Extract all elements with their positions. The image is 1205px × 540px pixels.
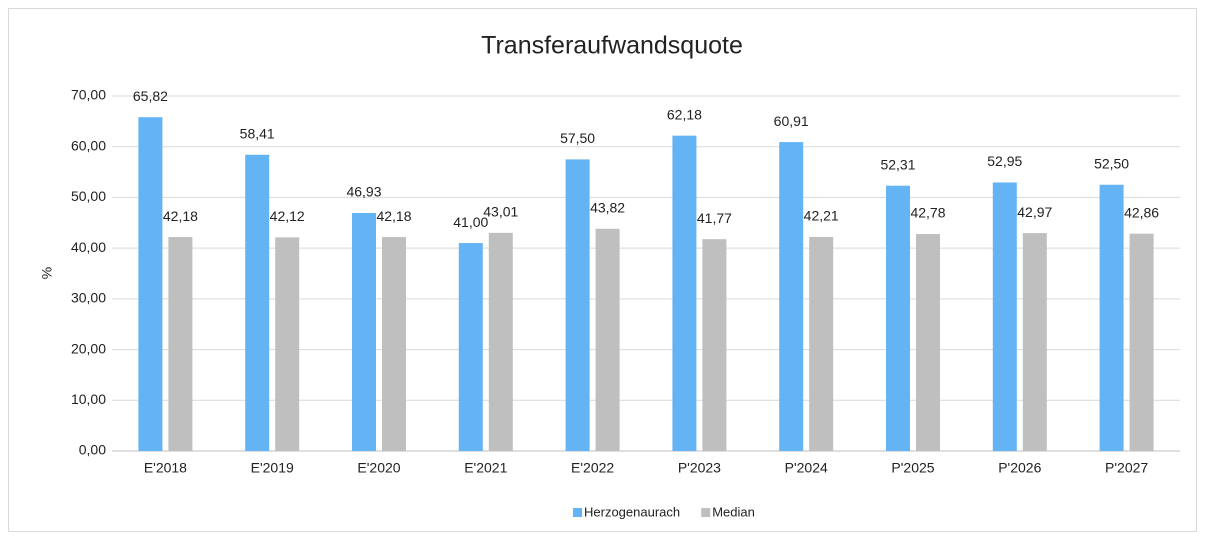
x-tick-label: P'2027: [1105, 460, 1148, 476]
value-label: 57,50: [560, 130, 595, 146]
value-label: 41,00: [453, 214, 488, 230]
legend-label: Median: [712, 504, 755, 519]
x-tick-label: P'2026: [998, 460, 1041, 476]
bar: [886, 185, 910, 452]
bar: [1099, 184, 1124, 451]
bar: [595, 228, 620, 451]
legend-swatch: [701, 508, 711, 517]
value-label: 41,77: [697, 210, 732, 226]
y-axis-label: %: [39, 267, 55, 279]
value-label: 42,97: [1017, 204, 1052, 220]
bar: [702, 239, 727, 451]
value-label: 52,31: [880, 156, 915, 172]
y-tick-label: 70,00: [71, 87, 106, 103]
value-label: 65,82: [133, 88, 168, 104]
bar: [916, 234, 940, 451]
y-tick-label: 50,00: [71, 188, 106, 204]
bar: [1129, 233, 1154, 451]
x-tick-label: E'2021: [464, 460, 507, 476]
x-tick-label: E'2019: [251, 460, 294, 476]
bar: [275, 237, 300, 451]
bar: [1022, 233, 1047, 451]
bar: [488, 232, 513, 451]
value-label: 52,50: [1094, 155, 1129, 171]
legend-label: Herzogenaurach: [584, 504, 680, 519]
y-tick-label: 30,00: [71, 290, 106, 306]
bar: [565, 159, 590, 451]
bar: [245, 154, 270, 451]
value-label: 43,01: [483, 204, 518, 220]
bar: [352, 212, 376, 451]
y-tick-label: 20,00: [71, 340, 106, 356]
bar: [779, 142, 804, 451]
value-label: 58,41: [240, 125, 275, 141]
value-label: 52,95: [987, 153, 1022, 169]
y-tick-label: 60,00: [71, 137, 106, 153]
value-label: 42,78: [910, 205, 945, 221]
x-tick-label: P'2025: [891, 460, 934, 476]
bar: [138, 117, 163, 451]
value-label: 42,18: [163, 208, 198, 224]
y-tick-label: 0,00: [79, 442, 106, 458]
x-tick-label: E'2018: [144, 460, 187, 476]
bar: [992, 182, 1017, 452]
value-label: 43,82: [590, 199, 625, 215]
bar: [382, 237, 406, 451]
bar: [809, 236, 834, 451]
y-tick-label: 10,00: [71, 391, 106, 407]
x-tick-label: P'2024: [785, 460, 828, 476]
legend-swatch: [573, 508, 582, 517]
bar: [672, 135, 697, 451]
value-label: 62,18: [667, 106, 702, 122]
value-label: 42,86: [1124, 204, 1159, 220]
x-tick-label: P'2023: [678, 460, 721, 476]
value-label: 42,21: [804, 208, 839, 224]
bar: [458, 243, 483, 451]
x-tick-label: E'2022: [571, 460, 614, 476]
bar: [168, 237, 193, 451]
value-label: 42,12: [270, 208, 305, 224]
x-tick-label: E'2020: [357, 460, 400, 476]
value-label: 46,93: [346, 184, 381, 200]
value-label: 60,91: [774, 113, 809, 129]
value-label: 42,18: [376, 208, 411, 224]
y-tick-label: 40,00: [71, 239, 106, 255]
chart-title: Transferaufwandsquote: [481, 32, 743, 60]
